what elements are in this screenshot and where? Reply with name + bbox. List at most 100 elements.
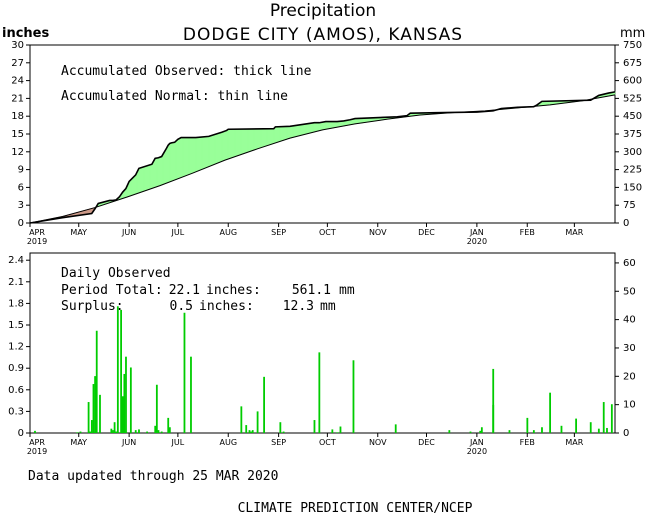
daily-precip-bar (575, 418, 577, 433)
daily-precip-bar (154, 425, 157, 433)
surplus-mm-unit: mm (320, 299, 336, 314)
top-ytick-left-label: 15 (11, 129, 24, 140)
top-xtick-label: JUN (121, 228, 136, 237)
daily-precip-bar (279, 422, 282, 433)
daily-precip-bar (168, 427, 171, 433)
top-xtick-label: MAY (70, 228, 87, 237)
bottom-xtick-label: AUG (219, 438, 237, 447)
bottom-ytick-left-label: 0.9 (8, 363, 24, 374)
bottom-xtick-label: SEP (271, 438, 286, 447)
top-xtick-label: JUL (171, 228, 185, 237)
bottom-xtick-label: MAY (70, 438, 87, 447)
daily-precip-bar (532, 430, 535, 433)
daily-precip-bar (352, 360, 355, 433)
bottom-xtick-label: JAN (469, 438, 484, 447)
top-ytick-right-label: 300 (623, 147, 642, 158)
daily-precip-bar (318, 352, 321, 433)
bottom-plot-frame (29, 252, 616, 434)
daily-precip-bar (94, 376, 96, 433)
chart-subtitle: DODGE CITY (AMOS), KANSAS (183, 25, 463, 45)
top-ytick-left-label: 24 (11, 76, 24, 87)
daily-precip-bar (492, 368, 495, 433)
top-xtick-label: MAR (565, 228, 583, 237)
top-ytick-left-label: 27 (11, 58, 24, 69)
daily-precip-bar (336, 432, 339, 433)
daily-precip-bar (606, 427, 608, 433)
daily-precip-bar (313, 420, 316, 433)
daily-precip-bar (240, 406, 243, 433)
daily-precip-bar (589, 422, 592, 433)
daily-precip-bar (129, 367, 132, 433)
daily-precip-bar (90, 420, 93, 433)
daily-precip-bar (183, 312, 186, 433)
daily-precip-bar (157, 430, 160, 433)
daily-precip-bar (146, 431, 148, 433)
daily-precip-bar (115, 431, 118, 433)
daily-precip-bar (479, 430, 482, 433)
bottom-xtick-label: JUL (171, 438, 185, 447)
daily-precip-bar (448, 430, 451, 433)
top-ytick-right-label: 150 (623, 182, 642, 193)
bottom-xtick-label: FEB (520, 438, 535, 447)
top-xtick-label: OCT (319, 228, 336, 237)
daily-precip-bar (339, 426, 342, 433)
bottom-ytick-right-label: 60 (623, 258, 636, 269)
daily-precip-bar (155, 384, 158, 433)
data-updated-note: Data updated through 25 MAR 2020 (28, 469, 278, 484)
bottom-year-label: 2019 (27, 447, 47, 456)
daily-precip-bar (331, 429, 334, 433)
daily-precip-bar (121, 396, 124, 433)
bottom-ytick-left-label: 1.8 (8, 298, 24, 309)
top-ytick-left-label: 6 (18, 182, 24, 193)
bottom-ytick-right-label: 50 (623, 286, 636, 297)
observed-accumulated-line (29, 91, 616, 224)
daily-precip-bar (116, 306, 119, 433)
top-ytick-right-label: 525 (623, 93, 642, 104)
top-ytick-right-label: 0 (623, 218, 629, 229)
period-total-inches: 22.1 (169, 283, 200, 298)
daily-precip-bar (248, 430, 251, 433)
period-total-mm: 561.1 (292, 283, 331, 298)
daily-precip-bar (113, 422, 116, 433)
bottom-ytick-left-label: 0.6 (8, 385, 24, 396)
bottom-xtick-label: MAR (565, 438, 583, 447)
legend-normal: Accumulated Normal: thin line (61, 89, 288, 104)
top-ytick-right-label: 375 (623, 129, 642, 140)
top-xtick-label: SEP (271, 228, 286, 237)
daily-precip-bar (34, 430, 36, 433)
top-year-label: 2020 (467, 237, 487, 246)
bottom-ytick-right-label: 40 (623, 315, 636, 326)
bottom-ytick-left-label: 2.1 (8, 277, 24, 288)
normal-accumulated-line (29, 94, 616, 224)
top-ytick-right-label: 450 (623, 111, 642, 122)
chart-title: Precipitation (270, 1, 376, 21)
top-ytick-left-label: 18 (11, 111, 24, 122)
surplus-label: Surplus: (61, 299, 124, 314)
daily-precip-bar (597, 428, 600, 433)
top-ytick-right-label: 675 (623, 58, 642, 69)
top-ytick-right-label: 600 (623, 76, 642, 87)
top-ytick-left-label: 0 (18, 218, 24, 229)
daily-precip-bar (110, 428, 113, 433)
daily-precip-bar (610, 404, 613, 433)
daily-precip-bar (95, 330, 98, 433)
daily-observed-label: Daily Observed (61, 266, 171, 281)
bottom-ytick-left-label: 1.5 (8, 320, 24, 331)
daily-precip-bar (245, 425, 248, 433)
bottom-ytick-left-label: 0.3 (8, 406, 24, 417)
daily-precip-bar (282, 431, 285, 433)
bottom-xtick-label: OCT (319, 438, 336, 447)
top-xtick-label: DEC (418, 228, 435, 237)
bottom-ytick-left-label: 1.2 (8, 342, 24, 353)
credit-line: CLIMATE PREDICTION CENTER/NCEP (238, 501, 473, 516)
bottom-ytick-right-label: 0 (623, 428, 629, 439)
daily-precip-bar (508, 430, 511, 433)
daily-precip-bar (123, 373, 126, 433)
daily-precip-bar (89, 431, 92, 433)
top-ytick-right-label: 225 (623, 165, 642, 176)
top-ytick-left-label: 12 (11, 147, 24, 158)
daily-precip-bar (602, 402, 605, 433)
daily-precip-bar (167, 417, 170, 433)
daily-precip-bar (160, 431, 163, 433)
